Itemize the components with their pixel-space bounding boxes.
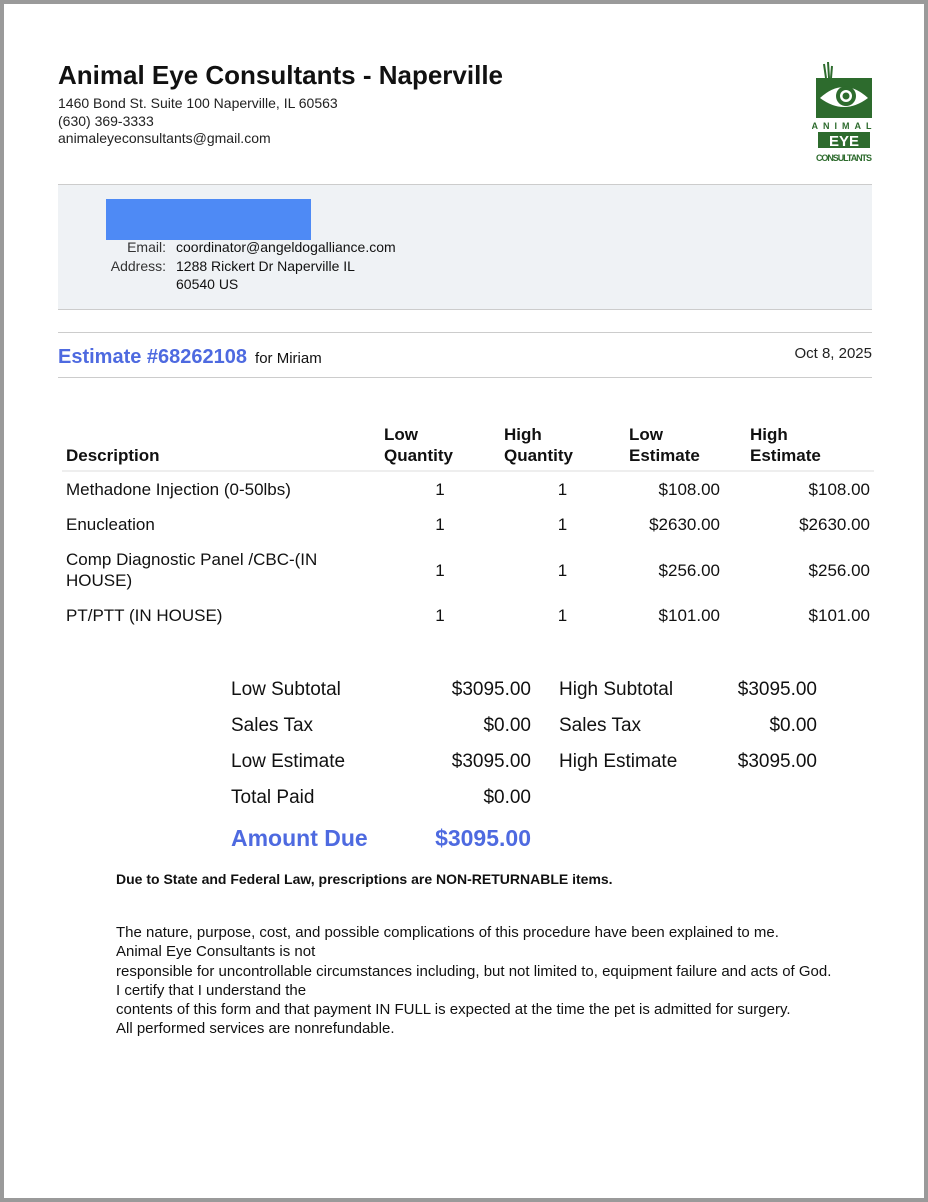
low-subtotal: $3095.00 — [451, 679, 531, 700]
col-high-estimate: High Estimate — [746, 420, 874, 472]
cell-description: Enucleation — [66, 515, 155, 534]
client-info-box — [58, 184, 872, 310]
consent-line: All performed services are nonrefundable… — [116, 1020, 395, 1038]
col-low-quantity: Low Quantity — [380, 420, 500, 472]
consent-line: The nature, purpose, cost, and possible … — [116, 924, 779, 941]
consent-line: Animal Eye Consultants is not — [116, 943, 316, 961]
col-high-quantity: High Quantity — [500, 420, 625, 472]
cell-low-quantity: 1 — [435, 606, 445, 625]
table-row: Enucleation 1 1 $2630.00 $2630.00 — [62, 507, 874, 542]
cell-high-estimate: $101.00 — [808, 606, 870, 625]
consent-paragraph: The nature, purpose, cost, and possible … — [116, 923, 836, 1039]
email-label: Email: — [127, 239, 166, 255]
divider — [58, 377, 872, 378]
estimate-date: Oct 8, 2025 — [794, 345, 872, 362]
svg-text:CONSULTANTS: CONSULTANTS — [816, 153, 872, 163]
cell-high-estimate: $108.00 — [808, 480, 870, 499]
cell-description: Comp Diagnostic Panel /CBC-(IN HOUSE) — [66, 550, 318, 590]
clinic-address: 1460 Bond St. Suite 100 Naperville, IL 6… — [58, 95, 338, 111]
low-estimate-label: Low Estimate — [231, 751, 346, 772]
cell-high-estimate: $256.00 — [808, 560, 870, 580]
line-items-table: Description Low Quantity High Quantity Low… — [62, 420, 874, 633]
divider — [58, 332, 872, 333]
clinic-email: animaleyeconsultants@gmail.com — [58, 130, 271, 146]
high-estimate: $3095.00 — [737, 751, 817, 772]
table-row: Comp Diagnostic Panel /CBC-(IN HOUSE) 1 1 $… — [62, 542, 874, 598]
prescription-note: Due to State and Federal Law, prescripti… — [116, 871, 613, 887]
table-row: PT/PTT (IN HOUSE) 1 1 $101.00 $101.00 — [62, 598, 874, 633]
svg-text:EYE: EYE — [829, 133, 859, 150]
low-tax: $0.00 — [483, 715, 531, 736]
high-totals: High Subtotal $3095.00 Sales Tax $0.00 Hig… — [559, 672, 817, 780]
svg-text:ANIMAL: ANIMAL — [812, 121, 876, 131]
amount-due-label: Amount Due — [231, 825, 368, 851]
col-description: Description — [62, 420, 380, 472]
high-tax: $0.00 — [769, 715, 817, 736]
consent-line: contents of this form and that payment I… — [116, 1001, 791, 1019]
cell-low-estimate: $101.00 — [658, 606, 720, 625]
high-subtotal: $3095.00 — [737, 679, 817, 700]
cell-description: PT/PTT (IN HOUSE) — [66, 606, 223, 625]
client-email: coordinator@angeldogalliance.com — [176, 239, 396, 255]
estimate-for: for Miriam — [255, 350, 322, 367]
redacted-client-name — [106, 199, 311, 240]
low-totals: Low Subtotal $3095.00 Sales Tax $0.00 Low … — [231, 672, 531, 856]
address-label: Address: — [110, 258, 166, 274]
cell-low-estimate: $256.00 — [658, 560, 720, 580]
client-address-line2: 60540 US — [176, 276, 239, 292]
cell-low-estimate: $108.00 — [658, 480, 720, 499]
cell-high-estimate: $2630.00 — [799, 515, 870, 534]
high-tax-label: Sales Tax — [559, 715, 642, 736]
clinic-logo: ANIMAL EYE CONSULTANTS — [812, 62, 876, 163]
cell-low-quantity: 1 — [435, 515, 445, 534]
cell-low-quantity: 1 — [435, 480, 445, 499]
table-row: Methadone Injection (0-50lbs) 1 1 $108.00 $1… — [62, 471, 874, 507]
cell-low-estimate: $2630.00 — [649, 515, 720, 534]
low-tax-label: Sales Tax — [231, 715, 314, 736]
client-address-line1: 1288 Rickert Dr Naperville IL — [176, 258, 355, 274]
high-subtotal-label: High Subtotal — [559, 679, 674, 700]
estimate-number-text: Estimate #68262108 — [58, 346, 248, 368]
col-low-estimate: Low Estimate — [625, 420, 746, 472]
cell-high-quantity: 1 — [557, 515, 568, 534]
consent-line: responsible for uncontrollable circumsta… — [116, 962, 832, 999]
high-estimate-label: High Estimate — [559, 751, 678, 772]
table-header-row: Description Low Quantity High Quantity Low… — [62, 420, 874, 472]
low-estimate: $3095.00 — [451, 751, 531, 772]
cell-description: Methadone Injection (0-50lbs) — [66, 480, 291, 499]
clinic-phone: (630) 369-3333 — [58, 112, 154, 129]
total-paid: $0.00 — [483, 787, 531, 808]
cell-high-quantity: 1 — [557, 560, 568, 580]
cell-high-quantity: 1 — [557, 480, 568, 499]
clinic-contact: 1460 Bond St. Suite 100 Naperville, IL 6… — [58, 95, 338, 148]
low-subtotal-label: Low Subtotal — [231, 679, 341, 700]
cell-low-quantity: 1 — [435, 560, 445, 580]
estimate-number: Estimate #68262108 for Miriam — [58, 346, 322, 369]
clinic-name: Animal Eye Consultants - Naperville — [58, 60, 504, 90]
total-paid-label: Total Paid — [231, 787, 315, 808]
amount-due: $3095.00 — [435, 825, 531, 851]
cell-high-quantity: 1 — [557, 606, 568, 625]
